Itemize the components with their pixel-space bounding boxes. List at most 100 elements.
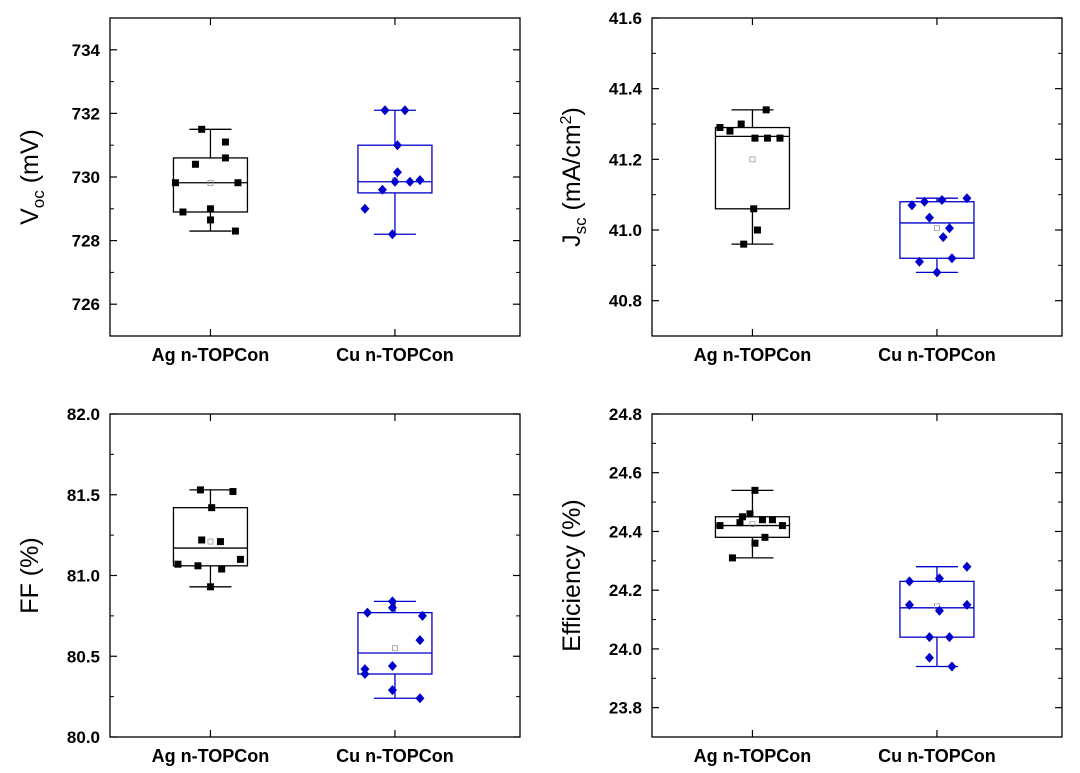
data-point xyxy=(736,519,744,527)
data-point xyxy=(947,661,957,672)
data-point xyxy=(198,536,206,544)
data-point xyxy=(751,134,759,142)
data-point xyxy=(924,652,934,663)
data-point xyxy=(405,176,415,187)
x-category-label: Cu n-TOPCon xyxy=(336,345,454,365)
data-point xyxy=(415,693,425,704)
y-tick-label: 732 xyxy=(72,104,100,123)
box-series-2 xyxy=(357,596,433,704)
data-point xyxy=(716,522,724,530)
data-point xyxy=(962,193,972,204)
data-point xyxy=(206,583,214,591)
x-category-label: Ag n-TOPCon xyxy=(152,345,270,365)
data-point xyxy=(934,573,944,584)
chart-panel-3: 80.0 80.5 81.0 81.5 82.0 Ag n-TOPCon Cu n-TOPC… xyxy=(16,405,521,766)
y-axis-label: FF (%) xyxy=(16,537,44,613)
y-axis-label-subscript: sc xyxy=(571,217,590,235)
data-point xyxy=(387,602,397,613)
data-point xyxy=(206,216,214,224)
data-point xyxy=(174,560,182,568)
data-point xyxy=(740,240,748,248)
x-category-label: Cu n-TOPCon xyxy=(878,345,996,365)
box-series-1 xyxy=(171,125,249,235)
data-point xyxy=(387,685,397,696)
data-point xyxy=(938,232,948,243)
plot-frame xyxy=(651,413,1063,738)
data-point xyxy=(387,596,397,607)
y-axis-label-main: Efficiency (%) xyxy=(558,499,586,651)
data-point xyxy=(417,610,427,621)
data-point xyxy=(962,599,972,610)
box-mean-marker xyxy=(392,645,398,652)
data-point xyxy=(738,513,746,521)
data-point xyxy=(229,488,237,496)
y-axis-label: Efficiency (%) xyxy=(558,499,586,651)
data-point xyxy=(216,538,224,546)
data-point xyxy=(236,555,244,563)
box-iqr xyxy=(714,516,791,538)
data-point xyxy=(716,124,724,132)
data-point xyxy=(924,632,934,643)
data-point xyxy=(360,203,370,214)
x-category-label: Ag n-TOPCon xyxy=(694,746,812,766)
y-tick-label: 24.0 xyxy=(609,640,642,659)
data-point xyxy=(392,140,402,151)
data-point xyxy=(387,229,397,240)
data-point xyxy=(753,226,761,234)
data-point xyxy=(962,561,972,572)
y-tick-label: 730 xyxy=(72,168,100,187)
y-axis-label-main: FF (%) xyxy=(16,537,44,613)
data-point xyxy=(387,660,397,671)
data-point xyxy=(751,486,759,494)
data-point xyxy=(206,205,214,213)
y-tick-label: 40.8 xyxy=(609,292,642,311)
box-mean-marker xyxy=(749,156,756,163)
data-point xyxy=(415,635,425,646)
y-tick-label: 24.4 xyxy=(609,522,643,541)
data-point xyxy=(768,516,776,524)
data-point xyxy=(746,510,754,518)
data-point xyxy=(919,196,929,207)
y-tick-label: 82.0 xyxy=(67,405,100,424)
box-series-2 xyxy=(899,561,975,672)
data-point xyxy=(937,194,947,205)
chart-panel-1: 726 728 730 732 734 Ag n-TOPCon Cu n-TOPCon Voc… xyxy=(16,17,521,365)
box-series-1 xyxy=(172,486,249,591)
x-category-label: Cu n-TOPCon xyxy=(878,746,996,766)
box-series-2 xyxy=(357,105,433,240)
data-point xyxy=(761,533,769,541)
plot-frame xyxy=(109,413,521,738)
plot-frame xyxy=(651,17,1063,337)
data-point xyxy=(360,669,370,680)
box-iqr xyxy=(357,611,433,675)
data-point xyxy=(400,105,410,116)
data-point xyxy=(944,632,954,643)
y-tick-label: 81.0 xyxy=(67,567,100,586)
data-point xyxy=(904,576,914,587)
y-axis-label-subscript: oc xyxy=(29,190,48,208)
data-point xyxy=(914,256,924,267)
data-point xyxy=(221,138,229,146)
y-axis-label-unit: (mV) xyxy=(16,129,44,190)
data-point xyxy=(191,160,199,168)
data-point xyxy=(751,539,759,547)
data-point xyxy=(392,167,402,178)
data-point xyxy=(934,605,944,616)
box-series-1 xyxy=(714,106,791,248)
chart-panel-4: 23.8 24.0 24.2 24.4 24.6 24.8 Ag n-TOPCon Cu n-… xyxy=(558,405,1063,766)
y-tick-label: 41.2 xyxy=(609,150,642,169)
data-point xyxy=(944,223,954,234)
data-point xyxy=(737,120,745,128)
box-mean-marker xyxy=(934,225,940,232)
data-point xyxy=(390,176,400,187)
data-point xyxy=(763,134,771,142)
y-tick-label: 41.6 xyxy=(609,9,642,28)
plot-frame xyxy=(109,17,521,337)
data-point xyxy=(907,200,917,211)
y-axis-label-main: J xyxy=(558,234,586,247)
y-tick-label: 41.4 xyxy=(609,80,643,99)
y-tick-label: 23.8 xyxy=(609,699,642,718)
y-axis-label: Voc (mV) xyxy=(16,129,48,225)
y-tick-label: 24.2 xyxy=(609,581,642,600)
